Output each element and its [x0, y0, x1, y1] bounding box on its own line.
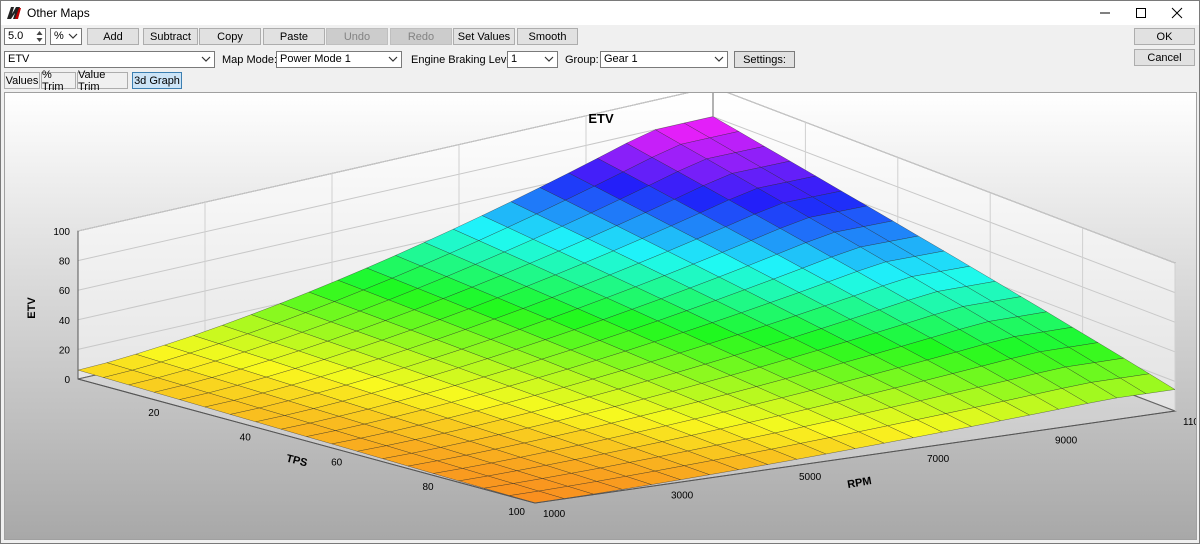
chevron-down-icon	[388, 56, 398, 62]
chart-axes: 0 20 40 60 80 100 20 40 60 80 100 1000 3000 5000 7000 9…	[53, 227, 1196, 520]
step-value-spinner[interactable]: 5.0	[4, 28, 46, 45]
etv-surface-chart[interactable]: 0 20 40 60 80 100 20 40 60 80 100 1000 3000 5000 7000 9…	[5, 93, 1196, 539]
map-mode-select[interactable]: Power Mode 1	[276, 51, 402, 68]
chevron-down-icon	[714, 56, 724, 62]
map-select[interactable]: ETV	[4, 51, 215, 68]
redo-button[interactable]: Redo	[390, 28, 452, 45]
z-tick-label: 40	[59, 316, 71, 327]
unit-value: %	[54, 30, 64, 42]
ok-button[interactable]: OK	[1134, 28, 1195, 45]
tab-percent-trim[interactable]: % Trim	[41, 69, 76, 93]
cancel-button[interactable]: Cancel	[1134, 49, 1195, 66]
tps-tick-label: 80	[422, 482, 434, 493]
minimize-icon	[1100, 12, 1110, 14]
add-button[interactable]: Add	[87, 28, 139, 45]
close-button[interactable]	[1159, 1, 1195, 25]
z-tick-label: 0	[64, 375, 70, 386]
group-label: Group:	[565, 54, 599, 66]
chart-title: ETV	[588, 111, 614, 126]
z-tick-label: 80	[59, 257, 71, 268]
tps-tick-label: 60	[331, 457, 343, 468]
title-bar: Other Maps	[1, 1, 1199, 25]
unit-select[interactable]: %	[50, 28, 82, 45]
step-value: 5.0	[8, 30, 24, 42]
z-tick-label: 20	[59, 345, 71, 356]
tps-axis-line	[77, 378, 536, 504]
chevron-down-icon	[68, 33, 78, 39]
z-axis-label: ETV	[26, 297, 38, 319]
maximize-button[interactable]	[1123, 1, 1159, 25]
paste-button[interactable]: Paste	[263, 28, 325, 45]
surface-mesh	[77, 116, 1176, 504]
rpm-tick-label: 1000	[543, 509, 566, 520]
tab-values[interactable]: Values	[4, 72, 40, 89]
rpm-tick-label: 7000	[927, 454, 950, 465]
z-tick-label: 60	[59, 286, 71, 297]
rpm-axis-line	[534, 410, 1176, 504]
z-tick-label: 100	[53, 227, 70, 238]
map-value: ETV	[8, 53, 30, 65]
engine-braking-label: Engine Braking Level:	[411, 54, 519, 66]
rpm-tick-label: 11000	[1183, 417, 1196, 428]
chevron-down-icon	[544, 56, 554, 62]
tps-tick-label: 40	[240, 433, 252, 444]
rpm-tick-label: 9000	[1055, 435, 1078, 446]
tab-value-trim[interactable]: Value Trim	[77, 69, 128, 93]
map-mode-label: Map Mode:	[222, 54, 278, 66]
z-gridline	[77, 93, 1176, 264]
3d-graph-panel[interactable]: 0 20 40 60 80 100 20 40 60 80 100 1000 3000 5000 7000 9…	[4, 92, 1197, 540]
map-mode-value: Power Mode 1	[280, 53, 351, 65]
rpm-axis-label: RPM	[846, 475, 872, 491]
group-value: Gear 1	[604, 53, 638, 65]
copy-button[interactable]: Copy	[199, 28, 261, 45]
minimize-button[interactable]	[1087, 1, 1123, 25]
rpm-tick-label: 3000	[671, 491, 694, 502]
tps-tick-label: 20	[148, 408, 160, 419]
maximize-icon	[1136, 8, 1146, 18]
close-icon	[1171, 7, 1183, 19]
tps-axis-label: TPS	[285, 453, 309, 470]
group-select[interactable]: Gear 1	[600, 51, 728, 68]
tab-3d-graph[interactable]: 3d Graph	[132, 72, 182, 89]
undo-button[interactable]: Undo	[326, 28, 388, 45]
engine-braking-value: 1	[511, 53, 518, 65]
chevron-down-icon	[201, 56, 211, 62]
rpm-tick-label: 5000	[799, 472, 822, 483]
app-logo-icon	[7, 7, 21, 19]
smooth-button[interactable]: Smooth	[517, 28, 578, 45]
engine-braking-select[interactable]: 1	[507, 51, 558, 68]
window-title: Other Maps	[27, 6, 90, 20]
settings-button[interactable]: Settings:	[734, 51, 795, 68]
spinner-arrows-icon[interactable]	[35, 29, 44, 44]
set-values-button[interactable]: Set Values	[453, 28, 515, 45]
subtract-button[interactable]: Subtract	[143, 28, 198, 45]
tps-tick-label: 100	[508, 507, 525, 518]
